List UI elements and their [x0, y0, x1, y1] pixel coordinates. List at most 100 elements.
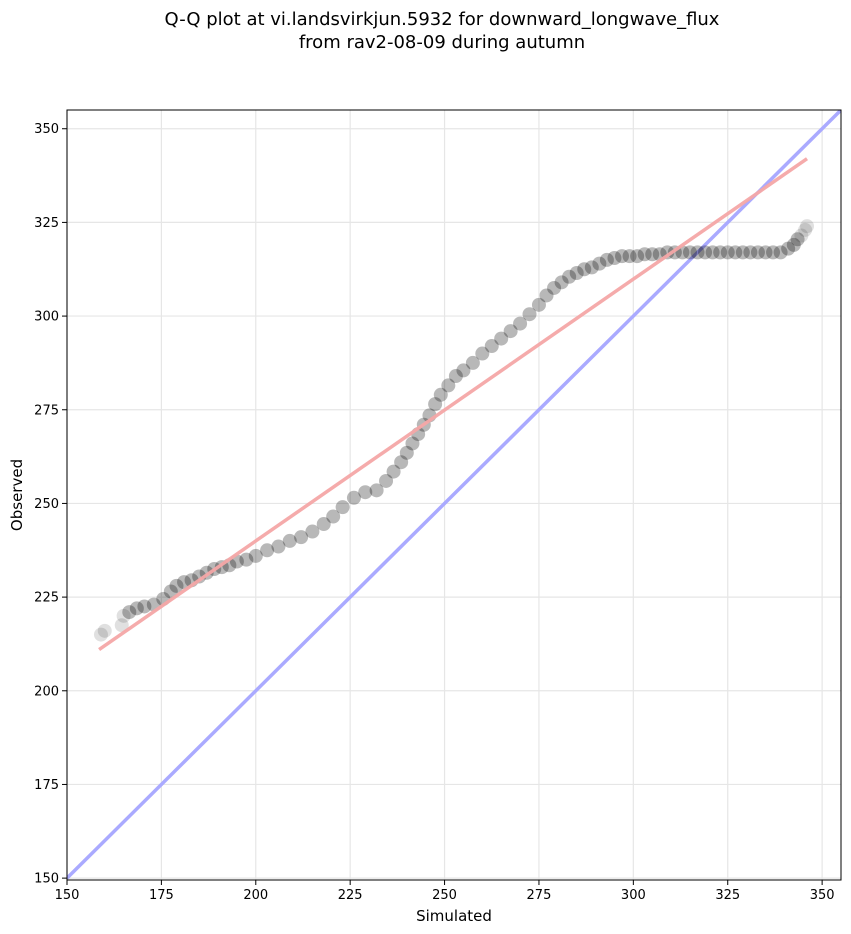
y-tick-label: 175 [34, 778, 59, 793]
data-point [781, 241, 796, 256]
data-point [475, 346, 490, 361]
data-point [786, 237, 801, 252]
data-point [637, 247, 652, 262]
data-point [116, 608, 131, 623]
data-point [758, 245, 773, 260]
data-point [645, 247, 660, 262]
data-point [346, 490, 361, 505]
x-tick-label: 175 [149, 888, 174, 903]
data-point [335, 500, 350, 515]
data-point [405, 436, 420, 451]
data-point [177, 575, 192, 590]
data-point [539, 288, 554, 303]
x-tick-label: 275 [527, 888, 552, 903]
data-point [484, 339, 499, 354]
data-point [513, 316, 528, 331]
data-point [163, 584, 178, 599]
data-point [682, 245, 697, 260]
data-point [773, 245, 788, 260]
data-point [394, 455, 409, 470]
data-point [305, 524, 320, 539]
x-tick-label: 200 [243, 888, 268, 903]
data-point [260, 543, 275, 558]
data-point [698, 245, 713, 260]
data-point [433, 387, 448, 402]
x-tick-label: 350 [810, 888, 835, 903]
x-tick-label: 300 [621, 888, 646, 903]
data-point [169, 578, 184, 593]
chart-title-line-1: Q-Q plot at vi.landsvirkjun.5932 for dow… [165, 9, 720, 30]
y-tick-label: 350 [34, 122, 59, 137]
data-point [503, 324, 518, 339]
data-point [750, 245, 765, 260]
data-point [248, 548, 263, 563]
y-axis-label: Observed [8, 459, 26, 531]
x-axis-label: Simulated [416, 907, 492, 925]
data-point [592, 256, 607, 271]
data-point [294, 530, 309, 545]
points-layer [93, 219, 815, 642]
identity-line [67, 110, 841, 880]
y-tick-label: 325 [34, 216, 59, 231]
data-point [358, 485, 373, 500]
data-point [630, 249, 645, 264]
plot-area-frame [66, 109, 842, 881]
data-point [720, 245, 735, 260]
data-point [577, 262, 592, 277]
data-point [465, 355, 480, 370]
data-point [531, 297, 546, 312]
data-point [615, 249, 630, 264]
data-point [607, 251, 622, 266]
fit-line [98, 157, 809, 652]
data-point [129, 601, 144, 616]
data-point [271, 539, 286, 554]
data-point [494, 331, 509, 346]
data-point [800, 219, 815, 234]
data-point [428, 397, 443, 412]
data-point [554, 275, 569, 290]
data-point [562, 269, 577, 284]
data-point [622, 249, 637, 264]
y-tick-label: 300 [34, 310, 59, 325]
x-tick-label: 250 [432, 888, 457, 903]
data-point [137, 599, 152, 614]
data-point [569, 265, 584, 280]
chart-title-line-2: from rav2-08-09 during autumn [299, 32, 585, 53]
y-tick-label: 275 [34, 403, 59, 418]
data-point [114, 618, 129, 633]
y-axis-ticks: 150 175 200 225 250 275 300 325 350 [34, 122, 67, 887]
data-point [97, 623, 112, 638]
data-point [735, 245, 750, 260]
data-point [316, 517, 331, 532]
data-point [728, 245, 743, 260]
data-point [599, 252, 614, 267]
data-point [369, 483, 384, 498]
data-point [441, 378, 456, 393]
identity-line-layer [67, 110, 841, 880]
data-point [766, 245, 781, 260]
y-tick-label: 150 [34, 872, 59, 887]
data-point [93, 627, 108, 642]
data-point [448, 369, 463, 384]
grid [66, 110, 841, 880]
x-tick-label: 150 [55, 888, 80, 903]
fit-line-layer [98, 157, 809, 652]
data-point [192, 569, 207, 584]
data-point [399, 445, 414, 460]
data-point [239, 552, 254, 567]
data-point [705, 245, 720, 260]
data-point [743, 245, 758, 260]
x-tick-label: 325 [715, 888, 740, 903]
data-point [584, 260, 599, 275]
data-point [547, 280, 562, 295]
y-tick-label: 225 [34, 591, 59, 606]
x-tick-label: 225 [338, 888, 363, 903]
data-point [690, 245, 705, 260]
data-point [794, 228, 809, 243]
data-point [790, 232, 805, 247]
data-point [122, 605, 137, 620]
data-point [282, 533, 297, 548]
data-point [713, 245, 728, 260]
